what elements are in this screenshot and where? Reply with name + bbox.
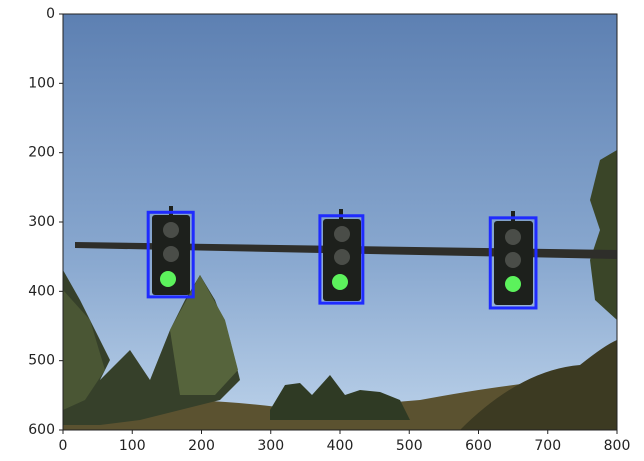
x-tick-label: 0: [59, 438, 68, 454]
x-tick-label: 700: [534, 438, 561, 454]
x-tick-label: 800: [604, 438, 631, 454]
y-tick-label: 100: [28, 75, 55, 91]
x-tick-label: 400: [327, 438, 354, 454]
scene: [63, 14, 617, 430]
y-tick-label: 200: [28, 145, 55, 161]
chart: 0 100 200 300 400 500 600 700 800 0 100 200 300 400 50…: [0, 0, 644, 461]
y-tick-label: 600: [28, 422, 55, 438]
y-tick-label: 500: [28, 353, 55, 369]
y-tick-label: 400: [28, 283, 55, 299]
x-tick-label: 600: [465, 438, 492, 454]
x-tick-label: 200: [188, 438, 215, 454]
x-tick-label: 500: [396, 438, 423, 454]
y-tick-label: 0: [46, 6, 55, 22]
y-tick-label: 300: [28, 214, 55, 230]
x-tick-label: 300: [257, 438, 284, 454]
x-tick-label: 100: [119, 438, 146, 454]
